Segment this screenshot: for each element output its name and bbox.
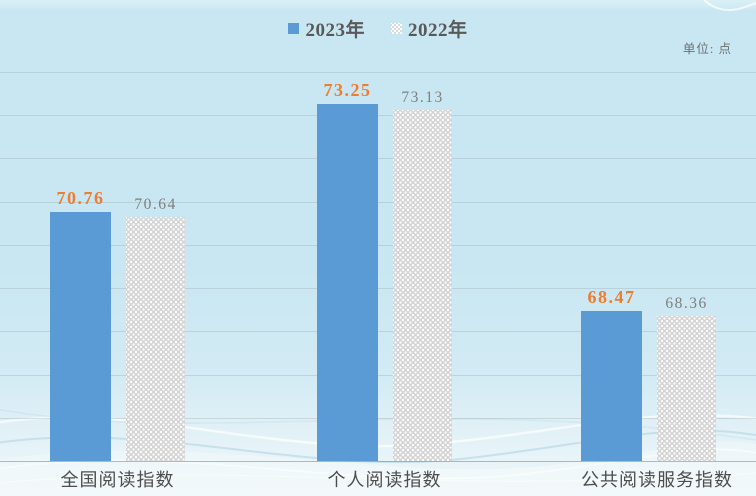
- gridline: [0, 201, 756, 203]
- legend-marker-2022: [391, 23, 402, 34]
- category-label-3: 公共阅读服务指数: [581, 470, 733, 490]
- value-label-2023年-3: 68.47: [587, 287, 636, 307]
- legend-label-2023: 2023年: [305, 20, 365, 41]
- value-label-2022年-2: 73.13: [401, 88, 444, 106]
- category-label-2: 个人阅读指数: [327, 470, 442, 490]
- legend: 2023年 2022年: [0, 15, 756, 42]
- unit-label: 单位: 点: [682, 42, 732, 56]
- bar-group-2: 73.25 73.13: [317, 80, 452, 461]
- bar-column: 68.47: [581, 287, 642, 461]
- bar-group-3: 68.47 68.36: [581, 287, 716, 461]
- value-label-2022年-3: 68.36: [665, 294, 708, 312]
- gridline: [0, 461, 756, 462]
- bar-column: 68.36: [657, 295, 716, 461]
- gridline: [0, 331, 756, 333]
- gridline: [0, 72, 756, 73]
- bar-2022年-2: [393, 109, 452, 461]
- bar-2022年-3: [657, 315, 716, 461]
- bar-column: 70.76: [50, 188, 111, 461]
- value-label-2022年-1: 70.64: [134, 196, 177, 214]
- legend-label-2022: 2022年: [408, 20, 468, 41]
- gridline: [0, 115, 756, 117]
- legend-item-2023: 2023年: [288, 15, 365, 42]
- legend-item-2022: 2022年: [391, 15, 468, 42]
- bar-2023年-1: [50, 212, 111, 461]
- gridline: [0, 158, 756, 160]
- bar-2022年-1: [126, 217, 185, 461]
- bar-column: 73.13: [393, 89, 452, 461]
- bar-column: 70.64: [126, 196, 185, 461]
- gridline: [0, 244, 756, 246]
- bar-2023年-2: [317, 104, 378, 461]
- value-label-2023年-2: 73.25: [323, 80, 372, 101]
- gridline: [0, 288, 756, 290]
- category-label-1: 全国阅读指数: [60, 470, 175, 490]
- bar-2023年-3: [581, 311, 642, 461]
- value-label-2023年-1: 70.76: [56, 188, 105, 208]
- gridline: [0, 374, 756, 376]
- bar-column: 73.25: [317, 80, 378, 461]
- legend-marker-2023: [288, 23, 300, 34]
- bar-group-1: 70.76 70.64: [50, 188, 185, 461]
